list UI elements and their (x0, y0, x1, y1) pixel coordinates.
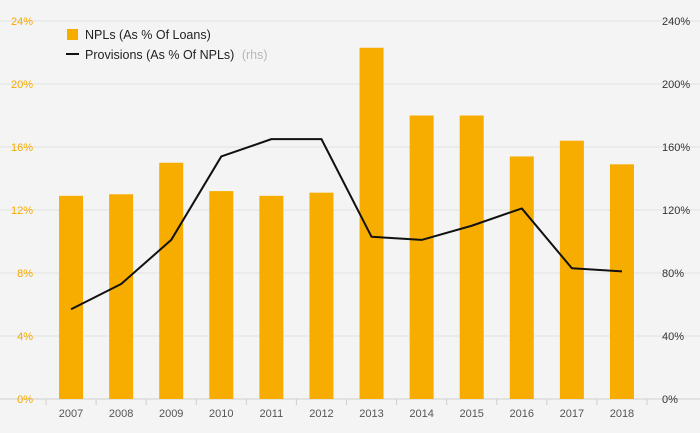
grid (0, 20, 700, 400)
y-right-tick-label: 120% (662, 205, 690, 217)
provisions-line-layer (70, 138, 623, 311)
x-tick-label: 2007 (59, 408, 83, 420)
y-left-tick-label: 4% (17, 331, 33, 343)
npl-bar (509, 156, 534, 399)
npl-bar (459, 115, 484, 399)
npl-bar (309, 192, 334, 399)
x-tick-label: 2010 (209, 408, 233, 420)
npl-bar (409, 115, 434, 399)
y-right-tick-label: 200% (662, 79, 690, 91)
npl-bar (359, 47, 384, 400)
y-left-tick-label: 8% (17, 268, 33, 280)
y-right-tick-label: 40% (662, 331, 684, 343)
x-tick-label: 2018 (610, 408, 634, 420)
bars (59, 47, 634, 400)
npl-bar (59, 195, 84, 399)
y-right-tick-label: 0% (662, 394, 678, 406)
npl-bar (109, 194, 134, 399)
npl-bar (609, 164, 634, 399)
x-tick-label: 2015 (459, 408, 483, 420)
y-left-tick-label: 20% (11, 79, 33, 91)
right-axis: 0% 40% 80% 120% 160% 200% 240% (662, 16, 690, 406)
y-right-tick-label: 240% (662, 16, 690, 28)
provisions-line (70, 138, 623, 311)
legend-provisions-name: Provisions (As % Of NPLs) (85, 48, 234, 62)
legend-label-npl: NPLs (As % Of Loans) (85, 28, 211, 42)
x-tick-label: 2017 (560, 408, 584, 420)
left-axis: 0% 4% 8% 12% 16% 20% 24% (11, 16, 33, 406)
legend-provisions-note: (rhs) (242, 48, 268, 62)
x-tick-label: 2009 (159, 408, 183, 420)
npl-bar (159, 162, 184, 399)
npl-bar (259, 195, 284, 399)
x-tick-label: 2008 (109, 408, 133, 420)
legend-label-provisions: Provisions (As % Of NPLs) (rhs) (85, 48, 268, 62)
x-axis: 2007 2008 2009 2010 2011 2012 2013 2014 2015 2016… (45, 399, 648, 420)
npl-bar (209, 191, 234, 399)
y-left-tick-label: 24% (11, 16, 33, 28)
npl-bar (559, 140, 584, 399)
y-right-tick-label: 160% (662, 142, 690, 154)
y-right-tick-label: 80% (662, 268, 684, 280)
x-tick-label: 2011 (260, 408, 284, 420)
legend: NPLs (As % Of Loans) Provisions (As % Of… (66, 28, 268, 62)
y-left-tick-label: 12% (11, 205, 33, 217)
legend-swatch-npl (67, 29, 78, 40)
y-left-tick-label: 0% (17, 394, 33, 406)
x-tick-label: 2016 (510, 408, 534, 420)
x-tick-label: 2014 (409, 408, 433, 420)
x-tick-label: 2012 (309, 408, 333, 420)
x-tick-label: 2013 (359, 408, 383, 420)
y-left-tick-label: 16% (11, 142, 33, 154)
